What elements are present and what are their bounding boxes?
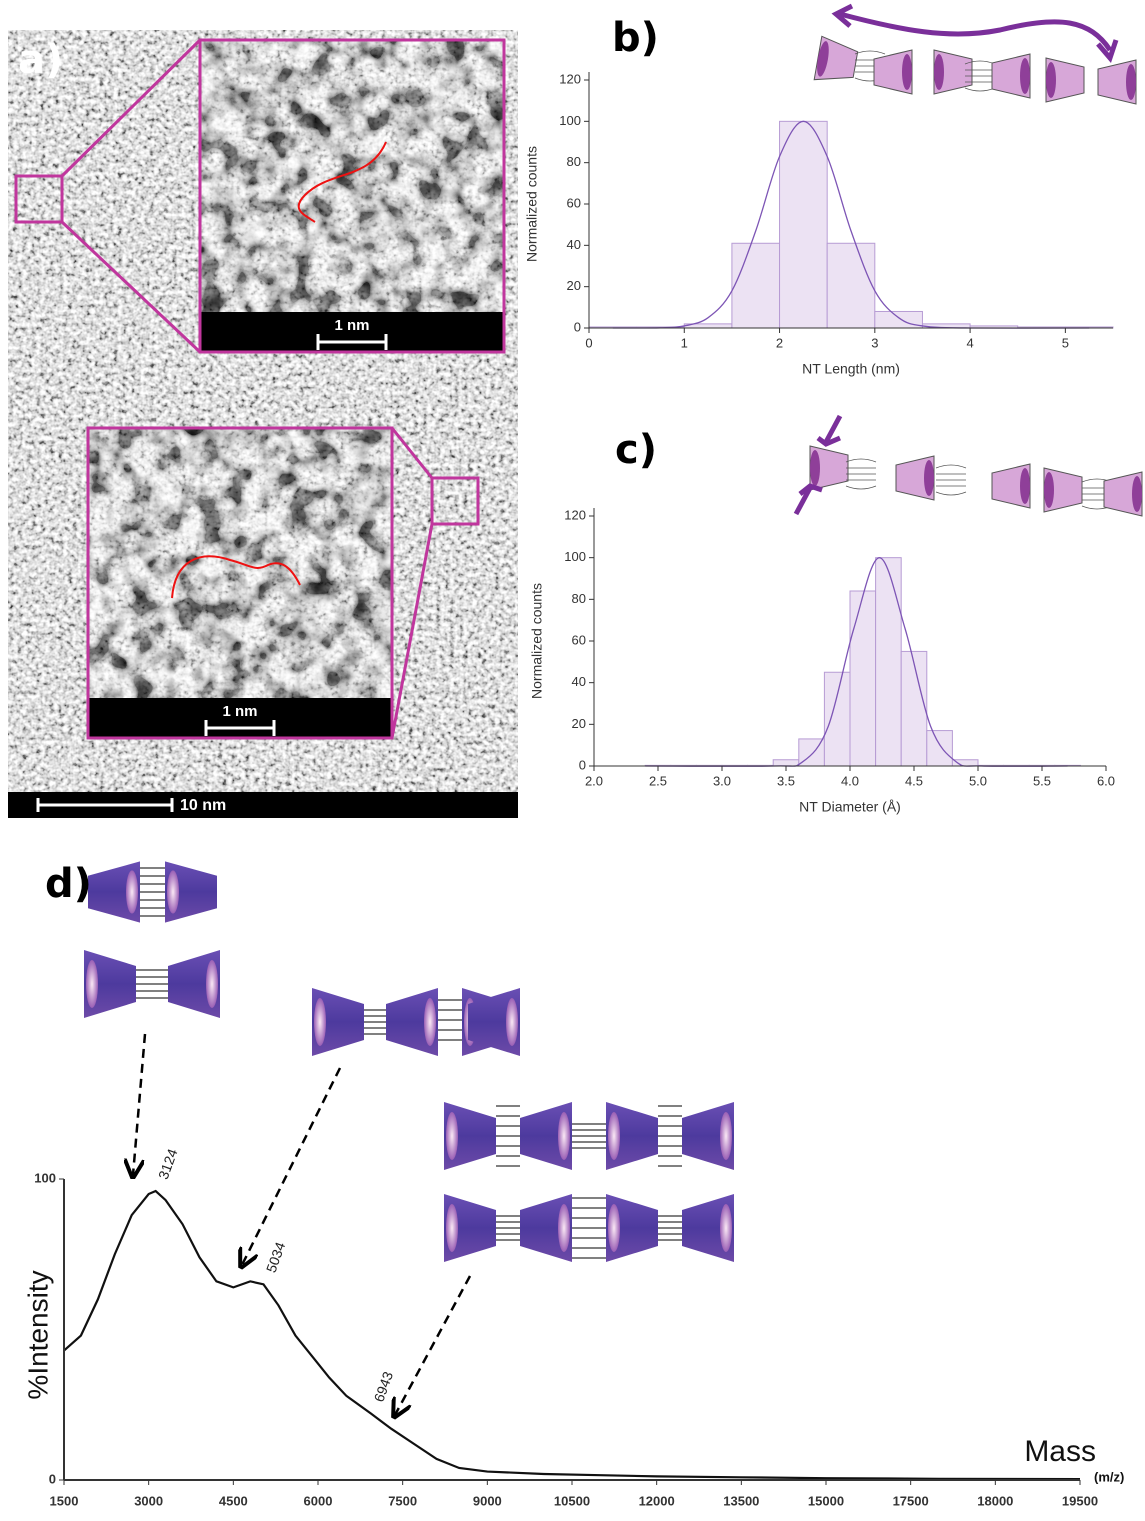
x-axis-label: Mass [1024, 1435, 1096, 1468]
x-tick-label: 6.0 [1097, 773, 1115, 788]
x-tick-label: 17500 [893, 1493, 929, 1508]
inset-frame [198, 38, 506, 354]
y-tick-label: 100 [559, 113, 581, 128]
y-tick-label: 80 [567, 154, 581, 169]
panel-label: d) [45, 861, 92, 907]
scale-bar [204, 720, 276, 736]
bar [772, 759, 800, 767]
scale-bar [316, 334, 388, 350]
x-tick-label: 13500 [723, 1493, 759, 1508]
scale-label: 10 nm [180, 797, 226, 814]
x-tick-label: 4.5 [905, 773, 923, 788]
y-tick-label: 40 [567, 237, 581, 252]
x-tick-label: 3000 [134, 1493, 163, 1508]
fit-curve [612, 120, 1090, 329]
scale-label: 1 nm [222, 703, 257, 720]
y-axis-label: %Intensity [22, 1270, 53, 1399]
x-tick-label: 4 [966, 335, 973, 350]
y-tick-label: 0 [574, 319, 581, 334]
x-tick-label: 4.0 [841, 773, 859, 788]
x-tick-label: 1500 [50, 1493, 79, 1508]
zoom-frames [14, 38, 480, 739]
x-tick-label: 10500 [554, 1493, 590, 1508]
x-tick-label: 4500 [219, 1493, 248, 1508]
x-tick-label: 3.5 [777, 773, 795, 788]
bar [779, 120, 828, 329]
tube-trace [297, 141, 387, 223]
peak-label: 5034 [263, 1240, 289, 1275]
x-tick-label: 15000 [808, 1493, 844, 1508]
y-tick-label: 20 [567, 278, 581, 293]
x-tick-label: 7500 [388, 1493, 417, 1508]
panel-label: a) [18, 37, 63, 83]
inset-strip [200, 312, 504, 352]
bar [875, 557, 902, 767]
x-tick-label: 2.0 [585, 773, 603, 788]
inset-frame [86, 426, 394, 740]
x-axis-label: NT Length (nm) [802, 361, 900, 377]
peak-label: 3124 [155, 1146, 181, 1181]
x-tick-label: 3.0 [713, 773, 731, 788]
y-tick-label: 20 [572, 716, 586, 731]
panel-a: 10 nm a) 1 nm 1 nm [8, 30, 518, 818]
bar [823, 671, 851, 767]
x-unit: (m/z) [1094, 1469, 1124, 1484]
x-tick-label: 6000 [304, 1493, 333, 1508]
y-tick-label: 120 [559, 71, 581, 86]
spectrum [63, 1189, 1081, 1481]
x-tick-label: 2.5 [649, 773, 667, 788]
bar [849, 590, 877, 767]
inset-image [200, 40, 504, 312]
y-axis-label: Normalized counts [524, 146, 540, 262]
y-tick-label: 40 [572, 674, 586, 689]
x-tick-label: 1 [681, 335, 688, 350]
y-tick-label: 60 [567, 195, 581, 210]
x-tick-label: 0 [585, 335, 592, 350]
y-tick-label: 120 [564, 507, 586, 522]
x-tick-label: 18000 [977, 1493, 1013, 1508]
panel-label: c) [615, 427, 657, 473]
x-tick-label: 9000 [473, 1493, 502, 1508]
x-tick-label: 3 [871, 335, 878, 350]
bar [874, 310, 923, 329]
y-tick-label: 100 [34, 1170, 56, 1185]
bar [900, 650, 928, 767]
x-tick-label: 5.0 [969, 773, 987, 788]
inset-strip [88, 698, 392, 738]
x-tick-label: 12000 [639, 1493, 675, 1508]
nanotube-length-icon [813, 3, 1137, 105]
scale-label: 1 nm [334, 317, 369, 334]
bar [951, 759, 979, 767]
panel-label: b) [612, 15, 659, 61]
x-tick-label: 19500 [1062, 1493, 1098, 1508]
tube-trace [171, 555, 301, 599]
bar [926, 730, 953, 767]
x-tick-label: 5 [1062, 335, 1069, 350]
y-tick-label: 100 [564, 549, 586, 564]
y-tick-label: 60 [572, 632, 586, 647]
peak-label: 6943 [370, 1369, 396, 1404]
y-tick-label: 0 [579, 757, 586, 772]
y-axis-label: Normalized counts [529, 583, 545, 699]
bar [731, 242, 781, 329]
x-tick-label: 5.5 [1033, 773, 1051, 788]
x-axis-label: NT Diameter (Å) [799, 799, 901, 815]
y-tick-label: 0 [49, 1471, 56, 1486]
bar [826, 242, 876, 329]
x-tick-label: 2 [776, 335, 783, 350]
y-tick-label: 80 [572, 591, 586, 606]
dimer-icons [84, 861, 734, 1415]
nanotube-diameter-icon [793, 414, 1143, 517]
